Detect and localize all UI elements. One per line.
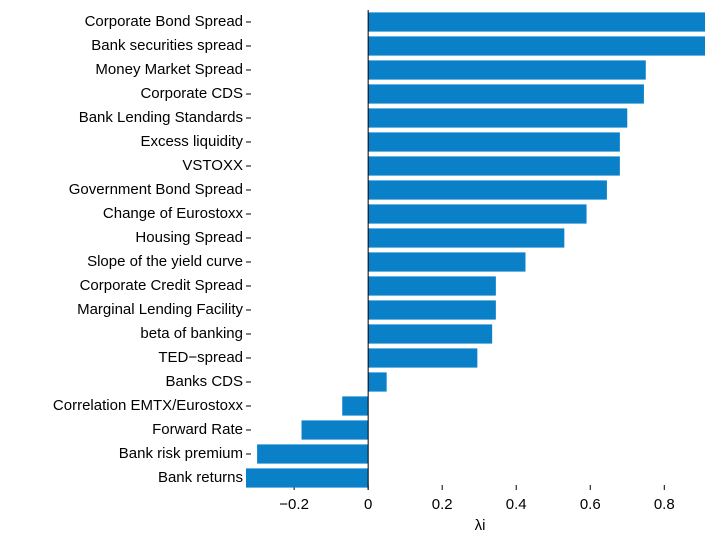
y-tick-label: Bank returns: [158, 469, 243, 486]
y-tick-label: Corporate Bond Spread: [85, 13, 243, 30]
y-tick-label: Correlation EMTX/Eurostoxx: [53, 397, 244, 414]
y-tick-label: Corporate Credit Spread: [80, 277, 243, 294]
y-tick-label: Excess liquidity: [140, 133, 243, 150]
bar: [368, 228, 565, 248]
bar: [368, 12, 705, 32]
bar: [246, 468, 369, 488]
x-tick-label: 0: [364, 496, 372, 513]
bar: [368, 180, 607, 200]
x-axis-label: λi: [475, 517, 486, 534]
y-tick-label: Bank risk premium: [119, 445, 243, 462]
bar: [257, 444, 369, 464]
y-tick-label: beta of banking: [140, 325, 243, 342]
y-tick-label: Corporate CDS: [140, 85, 243, 102]
y-tick-label: Slope of the yield curve: [87, 253, 243, 270]
y-tick-label: Bank securities spread: [91, 37, 243, 54]
bar: [368, 252, 526, 272]
bar: [368, 60, 646, 80]
bar: [368, 372, 387, 392]
x-tick-label: 0.4: [506, 496, 527, 513]
y-tick-label: Forward Rate: [152, 421, 243, 438]
bar: [368, 36, 705, 56]
bar: [368, 300, 496, 320]
x-tick-label: −0.2: [279, 496, 309, 513]
x-tick-label: 0.6: [580, 496, 601, 513]
bar: [368, 348, 478, 368]
y-tick-label: TED−spread: [158, 349, 243, 366]
y-tick-label: Housing Spread: [135, 229, 243, 246]
bar: [368, 132, 620, 152]
x-tick-label: 0.8: [654, 496, 675, 513]
y-tick-label: Change of Eurostoxx: [103, 205, 244, 222]
bar: [368, 84, 644, 104]
x-tick-label: 0.2: [432, 496, 453, 513]
y-tick-label: VSTOXX: [182, 157, 243, 174]
bar: [368, 156, 620, 176]
y-tick-label: Money Market Spread: [95, 61, 243, 78]
y-tick-label: Bank Lending Standards: [79, 109, 243, 126]
bar: [368, 108, 628, 128]
bar: [301, 420, 369, 440]
y-tick-label: Marginal Lending Facility: [77, 301, 243, 318]
bar: [368, 204, 587, 224]
y-tick-label: Government Bond Spread: [69, 181, 243, 198]
bar: [342, 396, 369, 416]
y-tick-label: Banks CDS: [165, 373, 243, 390]
bar: [368, 324, 493, 344]
bar: [368, 276, 496, 296]
